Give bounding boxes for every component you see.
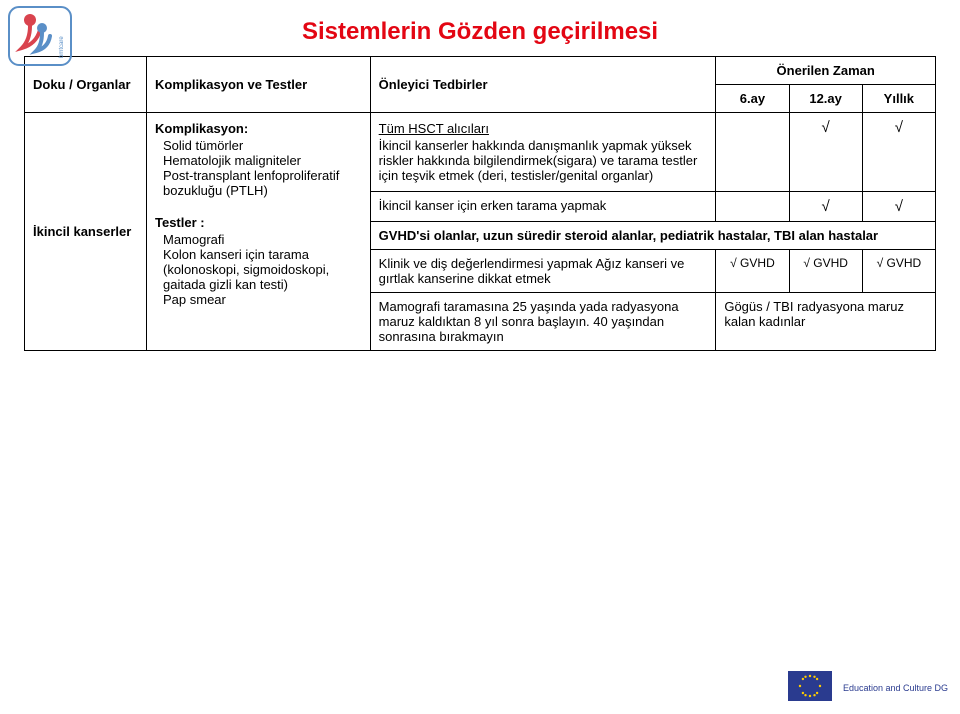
col-header-prevention: Önleyici Tedbirler: [370, 57, 716, 113]
gvhd-cell: √ GVHD: [862, 250, 935, 293]
page-title: Sistemlerin Gözden geçirilmesi: [0, 0, 960, 56]
prevention-span-cell: GVHD'si olanlar, uzun süredir steroid al…: [370, 222, 935, 250]
col-header-6ay: 6.ay: [716, 85, 789, 113]
col-header-yillik: Yıllık: [862, 85, 935, 113]
review-table-wrap: Doku / Organlar Komplikasyon ve Testler …: [24, 56, 936, 351]
brand-text: bmtcare: [59, 36, 65, 58]
table-row: İkincil kanserler Komplikasyon: Solid tü…: [25, 113, 936, 192]
check-cell: √: [862, 192, 935, 222]
eu-logo-line: Education and Culture DG: [843, 683, 948, 693]
tests-heading: Testler :: [155, 215, 362, 230]
test-item: Kolon kanseri için tarama (kolonoskopi, …: [155, 247, 362, 292]
col-header-complication: Komplikasyon ve Testler: [147, 57, 371, 113]
eu-logo-text: Education and Culture DG: [843, 684, 948, 694]
prevention-subhead: Tüm HSCT alıcıları: [379, 121, 708, 136]
prevention-cell: Mamografi taramasına 25 yaşında yada rad…: [370, 293, 716, 351]
gvhd-cell: √ GVHD: [789, 250, 862, 293]
check-cell: √: [862, 113, 935, 192]
check-cell: [716, 113, 789, 192]
table-header-row: Doku / Organlar Komplikasyon ve Testler …: [25, 57, 936, 85]
review-table: Doku / Organlar Komplikasyon ve Testler …: [24, 56, 936, 351]
test-item: Mamografi: [155, 232, 362, 247]
complication-item: Solid tümörler: [155, 138, 362, 153]
eu-flag-icon: [788, 671, 832, 706]
check-cell: [716, 192, 789, 222]
check-cell: √: [789, 192, 862, 222]
organ-cell: İkincil kanserler: [25, 113, 147, 351]
gvhd-cell: √ GVHD: [716, 250, 789, 293]
prevention-cell: İkincil kanser için erken tarama yapmak: [370, 192, 716, 222]
complication-item: Post-transplant lenfoproliferatif bozukl…: [155, 168, 362, 198]
col-header-time: Önerilen Zaman: [716, 57, 936, 85]
prevention-text: İkincil kanserler hakkında danışmanlık y…: [379, 138, 708, 183]
prevention-cell: Klinik ve diş değerlendirmesi yapmak Ağı…: [370, 250, 716, 293]
brand-logo: bmtcare: [8, 6, 72, 66]
complication-heading: Komplikasyon:: [155, 121, 362, 136]
eu-logo: Education and Culture DG: [788, 671, 948, 706]
check-cell: √: [789, 113, 862, 192]
test-item: Pap smear: [155, 292, 362, 307]
col-header-12ay: 12.ay: [789, 85, 862, 113]
complication-cell: Komplikasyon: Solid tümörler Hematolojik…: [147, 113, 371, 351]
prevention-cell: Tüm HSCT alıcıları İkincil kanserler hak…: [370, 113, 716, 192]
prevention-right-cell: Gögüs / TBI radyasyona maruz kalan kadın…: [716, 293, 936, 351]
complication-item: Hematolojik maligniteler: [155, 153, 362, 168]
